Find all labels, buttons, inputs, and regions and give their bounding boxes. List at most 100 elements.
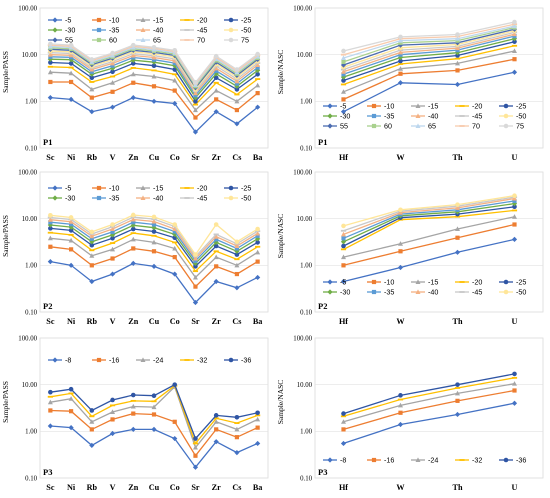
series-line [343, 202, 515, 243]
legend-marker [371, 279, 377, 285]
series-line [343, 197, 515, 236]
legend-marker [96, 27, 102, 33]
x-category-label: Ni [67, 483, 76, 492]
legend-label: -5 [340, 102, 346, 111]
data-point [151, 222, 157, 227]
panel-label: P1 [318, 137, 327, 147]
legend-label: -50 [241, 194, 251, 203]
data-point [340, 415, 347, 418]
data-point [340, 239, 347, 245]
series-group [48, 226, 260, 269]
data-point [130, 236, 136, 242]
data-point [234, 81, 240, 86]
legend-label: -32 [472, 456, 482, 465]
x-category-label: Zr [212, 483, 221, 492]
legend-marker [184, 29, 190, 31]
y-tick-label: 10.00 [22, 216, 38, 223]
data-point [193, 258, 198, 263]
data-point [455, 32, 460, 37]
data-point [130, 216, 136, 222]
series-line [343, 21, 515, 52]
legend-marker [140, 185, 146, 190]
series-line [343, 38, 515, 78]
data-point [172, 229, 177, 234]
series-line [343, 373, 515, 415]
y-tick-label: 100.00 [293, 5, 312, 12]
data-point [110, 409, 116, 414]
legend-marker [52, 357, 58, 363]
data-point [255, 416, 261, 422]
data-point [512, 371, 517, 377]
data-point [340, 248, 347, 251]
data-point [68, 409, 74, 414]
legend-label: -16 [384, 456, 394, 465]
legend-label: -5 [65, 16, 71, 25]
series-group [47, 259, 261, 306]
data-point [68, 96, 74, 103]
legend-label: -30 [340, 112, 350, 121]
series-group [341, 214, 517, 260]
data-point [454, 249, 461, 255]
data-point [89, 236, 94, 241]
series-line [343, 238, 515, 283]
data-point [341, 55, 346, 60]
series-line [343, 196, 515, 232]
series-group [341, 39, 517, 83]
data-point [193, 80, 198, 85]
data-point [511, 44, 518, 47]
data-point [341, 72, 346, 77]
data-point [151, 393, 157, 399]
legend-marker [371, 457, 377, 463]
data-point [89, 81, 95, 83]
data-point [255, 440, 261, 447]
legend-marker [96, 17, 102, 23]
data-point [130, 61, 136, 66]
data-point [110, 256, 115, 261]
series-group [47, 216, 261, 261]
legend-marker [184, 359, 190, 361]
y-tick-label: 100.00 [293, 335, 312, 342]
legend-marker [459, 291, 465, 293]
legend: -5 -10 -15 -20 -25 -30 -35 -40 -45 -50 55 60 65 70 75 [48, 16, 251, 45]
series-group [341, 23, 517, 60]
legend-marker [371, 113, 377, 119]
legend-label: -15 [428, 278, 438, 287]
series-group [47, 69, 261, 113]
legend-label: -15 [428, 102, 438, 111]
data-point [151, 239, 157, 245]
data-point [340, 83, 347, 86]
data-point [89, 253, 95, 258]
data-point [512, 39, 517, 44]
series-group [48, 60, 260, 104]
x-category-label: V [110, 483, 116, 492]
data-point [234, 93, 240, 96]
legend-marker [52, 37, 58, 43]
data-point [255, 226, 260, 232]
legend-label: -20 [472, 102, 482, 111]
data-point [512, 214, 517, 219]
data-point [234, 426, 240, 432]
data-point [192, 274, 198, 280]
data-point [109, 242, 116, 244]
y-tick-label: 10.00 [22, 52, 38, 59]
x-category-label: Th [452, 317, 462, 326]
legend-marker [459, 105, 465, 107]
legend-marker [503, 457, 509, 463]
data-point [340, 109, 347, 115]
data-point [255, 245, 261, 248]
legend-marker [459, 115, 465, 117]
data-point [213, 75, 219, 81]
data-point [68, 79, 74, 85]
data-point [47, 423, 53, 429]
data-point [512, 57, 517, 62]
legend-label: 55 [340, 122, 348, 131]
legend-label: -25 [516, 102, 526, 111]
data-point [255, 104, 261, 110]
legend-marker [228, 37, 234, 43]
legend-marker [415, 103, 421, 108]
data-point [110, 80, 116, 85]
data-point [193, 436, 198, 441]
data-point [89, 57, 95, 62]
series-line [343, 383, 515, 423]
data-point [234, 121, 240, 127]
